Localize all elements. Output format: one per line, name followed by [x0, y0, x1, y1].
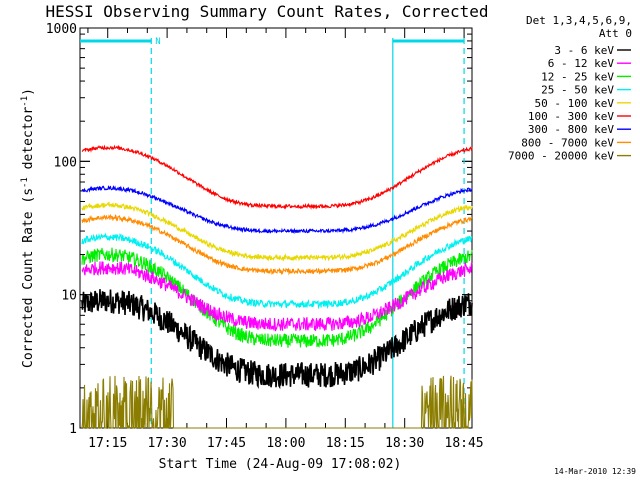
flag-label: N — [155, 37, 160, 47]
x-tick-label: 17:45 — [207, 436, 246, 451]
series-line-3 — [81, 232, 473, 310]
legend-label: 800 - 7000 keV — [521, 136, 614, 149]
series-line-4 — [81, 201, 473, 262]
x-tick-label: 18:00 — [266, 436, 305, 451]
legend-label: 100 - 300 keV — [528, 110, 614, 123]
x-tick-label: 18:45 — [445, 436, 484, 451]
x-axis: 17:15 17:30 17:45 18:00 18:15 18:30 18:45 — [87, 28, 484, 451]
series-layer — [81, 144, 473, 429]
series-line-8 — [81, 375, 473, 429]
y-tick-label: 1000 — [46, 22, 77, 37]
x-tick-label: 17:15 — [88, 436, 127, 451]
series-line-5 — [81, 144, 473, 210]
legend-header-attenuator: Att 0 — [599, 27, 632, 40]
x-tick-label: 18:30 — [385, 436, 424, 451]
legend-label: 12 - 25 keV — [541, 70, 614, 83]
legend-label: 300 - 800 keV — [528, 123, 614, 136]
x-tick-label: 18:15 — [326, 436, 365, 451]
x-tick-label: 17:30 — [148, 436, 187, 451]
legend-label: 3 - 6 keV — [554, 44, 614, 57]
y-tick-label: 1 — [69, 422, 77, 437]
legend-header-detectors: Det 1,3,4,5,6,9, — [526, 14, 632, 27]
y-tick-label: 100 — [54, 155, 77, 170]
chart-title: HESSI Observing Summary Count Rates, Cor… — [45, 2, 488, 21]
series-line-0 — [81, 289, 473, 390]
legend-label: 6 - 12 keV — [548, 57, 615, 70]
y-tick-label: 10 — [61, 289, 77, 304]
series-line-7 — [81, 213, 473, 276]
x-axis-label: Start Time (24-Aug-09 17:08:02) — [159, 457, 402, 472]
data-flags: N — [80, 37, 465, 428]
series-line-6 — [81, 185, 473, 234]
legend-label: 25 - 50 keV — [541, 84, 614, 97]
legend-label: 7000 - 20000 keV — [508, 150, 614, 163]
series-line-1 — [81, 261, 473, 332]
legend-label: 50 - 100 keV — [535, 97, 615, 110]
y-axis-label: Corrected Count Rate (s-1 detector-1) — [20, 88, 36, 368]
footer-date: 14-Mar-2010 12:39 — [554, 467, 636, 476]
